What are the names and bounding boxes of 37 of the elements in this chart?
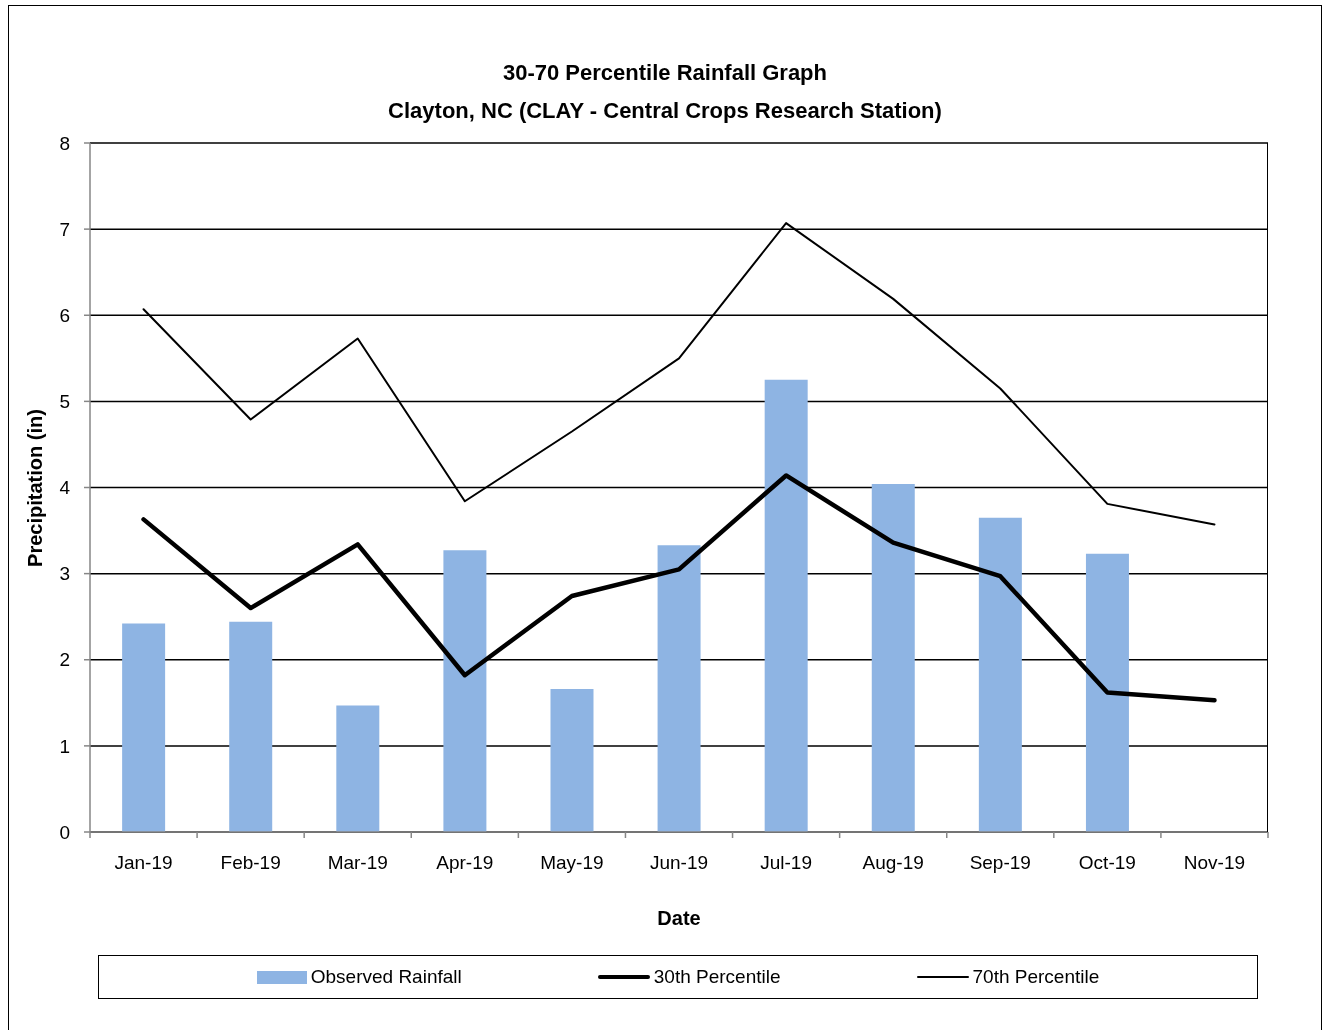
x-tick-label: Feb-19	[220, 852, 281, 873]
x-tick-label: Oct-19	[1078, 852, 1136, 873]
x-tick-label: Jun-19	[649, 852, 709, 873]
bar	[978, 517, 1022, 832]
bar	[550, 689, 594, 832]
x-tick-label: Aug-19	[862, 852, 924, 873]
bar	[443, 550, 487, 832]
bar	[871, 484, 915, 832]
x-tick-label: Sep-19	[969, 852, 1031, 873]
x-tick-label: Jul-19	[760, 852, 812, 873]
y-tick-label: 8	[59, 132, 70, 154]
chart-title: 30-70 Percentile Rainfall Graph	[502, 59, 828, 87]
y-tick-label: 3	[59, 563, 70, 585]
legend-label: Observed Rainfall	[310, 966, 462, 988]
y-tick-label: 5	[59, 391, 70, 413]
y-tick-label: 1	[59, 735, 70, 757]
y-tick-label: 6	[59, 304, 70, 326]
x-axis-title: Date	[656, 907, 702, 930]
bar	[1085, 553, 1129, 832]
bar	[657, 545, 701, 832]
bar	[122, 623, 166, 832]
bar	[764, 379, 808, 832]
y-tick-label: 2	[59, 649, 70, 671]
x-tick-label: May-19	[540, 852, 604, 873]
chart-subtitle: Clayton, NC (CLAY - Central Crops Research Station)	[387, 97, 943, 125]
x-tick-label: Apr-19	[436, 852, 494, 873]
bar	[229, 621, 273, 832]
y-tick-label: 7	[59, 218, 70, 240]
x-tick-label: Nov-19	[1183, 852, 1246, 873]
y-tick-label: 4	[59, 477, 71, 499]
x-tick-label: Mar-19	[327, 852, 388, 873]
x-tick-label: Jan-19	[114, 852, 173, 873]
y-tick-label: 0	[59, 821, 70, 843]
bar	[336, 705, 380, 832]
legend-label: 70th Percentile	[972, 966, 1100, 988]
legend-label: 30th Percentile	[653, 966, 781, 988]
y-axis-title: Precipitation (in)	[23, 408, 47, 567]
